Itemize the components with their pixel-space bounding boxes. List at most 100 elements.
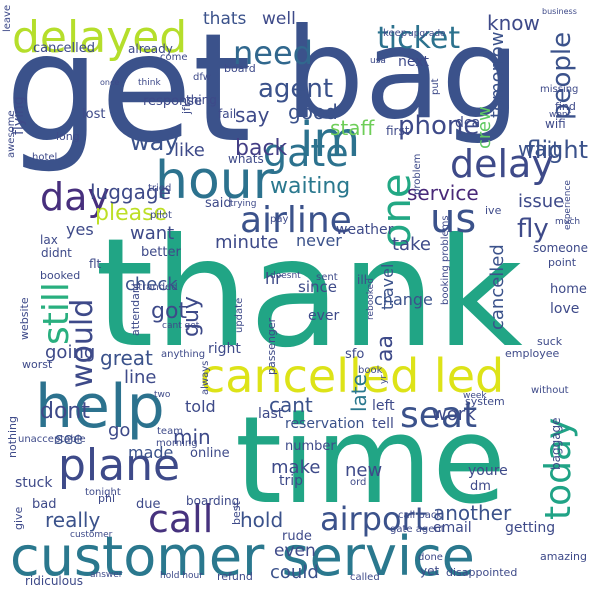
word-cloud-word: didnt [41, 246, 72, 260]
word-cloud-word: get [5, 2, 251, 176]
word-cloud-word: two [154, 390, 171, 400]
word-cloud-word: another [433, 501, 512, 525]
word-cloud-word: keep [383, 28, 407, 39]
word-cloud-word: cancelled led [200, 349, 504, 403]
word-cloud-word: help [35, 372, 165, 442]
word-cloud-word: find [555, 100, 576, 113]
word-cloud-word: since [298, 278, 337, 296]
word-cloud-word: boarding [186, 494, 239, 508]
word-cloud-word: love [550, 301, 579, 317]
word-cloud-word: system [465, 395, 505, 408]
word-cloud-word: trying [230, 199, 256, 209]
word-cloud-word: book [358, 365, 383, 376]
word-cloud-word: number [285, 439, 336, 454]
word-cloud-word: luggage [90, 180, 171, 204]
word-cloud-word: reservation [285, 416, 364, 432]
word-cloud-word: waiting [270, 174, 350, 199]
word-cloud-word: call [148, 497, 213, 541]
word-cloud-word: flight [526, 136, 588, 164]
word-cloud-word: minute [215, 232, 278, 253]
word-cloud-word: late [347, 374, 371, 412]
word-cloud-word: us [430, 196, 476, 242]
word-cloud-word: work [432, 404, 476, 425]
word-cloud-word: whats [228, 152, 264, 166]
word-cloud-word: response [143, 94, 202, 109]
word-cloud-word: dfw [193, 72, 211, 83]
word-cloud-word: line [124, 367, 156, 388]
word-cloud-word: amazing [540, 550, 587, 563]
word-cloud-word: better [141, 245, 181, 260]
word-cloud-word: bad [32, 497, 56, 512]
word-cloud-word: baggage [549, 417, 563, 470]
word-cloud-word: going [45, 342, 95, 363]
word-cloud-word: need [233, 34, 313, 72]
word-cloud-word: check [125, 274, 178, 295]
word-cloud-word: dm [470, 479, 491, 494]
word-cloud-word: getting [505, 520, 555, 536]
word-cloud-word: first [386, 124, 410, 138]
word-cloud-word: board [224, 62, 256, 75]
word-cloud-word: refund [217, 570, 253, 583]
word-cloud-word: update [234, 298, 245, 333]
word-cloud-word: good [288, 100, 338, 124]
word-cloud-word: due [136, 497, 161, 512]
word-cloud-word: people [547, 32, 577, 120]
word-cloud-word: ticket [377, 21, 460, 56]
word-cloud-word: awesome [6, 110, 17, 158]
word-cloud-word: want [130, 223, 174, 244]
word-cloud-word: business [542, 7, 577, 16]
word-cloud-word: home [550, 282, 587, 297]
word-cloud-word: one [374, 174, 420, 248]
word-cloud-word: delayed [12, 12, 187, 63]
word-cloud-word: ill [357, 273, 367, 287]
word-cloud-word: sfo [345, 347, 364, 362]
word-cloud-word: last [258, 406, 284, 422]
word-cloud-word: experience [563, 180, 573, 230]
word-cloud-word: bag [285, 2, 520, 147]
word-cloud-word: thing [186, 93, 217, 107]
word-cloud-word: stuck [15, 475, 53, 491]
word-cloud-word: hour [155, 151, 275, 211]
word-cloud-word: best [230, 501, 243, 525]
word-cloud-word: airport [320, 500, 427, 538]
word-cloud-word: plane [58, 440, 180, 491]
word-cloud-word: weather [336, 222, 394, 238]
word-cloud-word: phl [98, 492, 115, 505]
word-cloud-word: email [433, 520, 472, 536]
word-cloud-word: always [200, 361, 211, 395]
word-cloud-word: aa [373, 335, 398, 362]
word-cloud-word: sent [316, 272, 338, 283]
word-cloud-word: booking problems [440, 215, 451, 305]
word-cloud-word: website [18, 297, 31, 340]
word-cloud-word: service [407, 181, 479, 205]
word-cloud-word: give [12, 506, 25, 530]
word-cloud-word: say [235, 103, 270, 127]
word-cloud-word: call back [398, 510, 442, 521]
word-cloud-word: wait [518, 137, 560, 161]
word-cloud-word: morning [156, 438, 198, 449]
word-cloud-word: nothing [6, 416, 19, 458]
word-cloud-word: thank [95, 207, 523, 381]
word-cloud-word: cancelled [487, 244, 508, 330]
word-cloud-word: done [418, 552, 443, 563]
word-cloud-word: trip [279, 473, 303, 489]
word-cloud-word: pay [270, 214, 288, 225]
word-cloud-word: someone [533, 241, 588, 255]
word-cloud-word: customer service [10, 525, 475, 588]
word-cloud-word: youre [468, 463, 508, 479]
word-cloud-word: back [235, 136, 288, 161]
word-cloud-word: disappointed [446, 566, 517, 579]
word-cloud-word: jfk [180, 100, 193, 115]
word-cloud-word: see [55, 429, 83, 448]
word-cloud-word: never [296, 231, 342, 250]
word-cloud-word: hold hour [160, 571, 203, 581]
word-cloud-word: leave [2, 5, 13, 32]
word-cloud-word: lax [40, 233, 58, 247]
word-cloud-word: pilot [150, 210, 172, 221]
word-cloud-word: fail [218, 107, 236, 121]
word-cloud-word: cant get [162, 321, 200, 331]
word-cloud-word: tried [148, 183, 171, 194]
word-cloud-word: take [392, 234, 431, 255]
